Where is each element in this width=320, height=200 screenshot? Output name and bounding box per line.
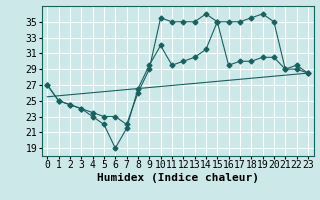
X-axis label: Humidex (Indice chaleur): Humidex (Indice chaleur) (97, 173, 259, 183)
